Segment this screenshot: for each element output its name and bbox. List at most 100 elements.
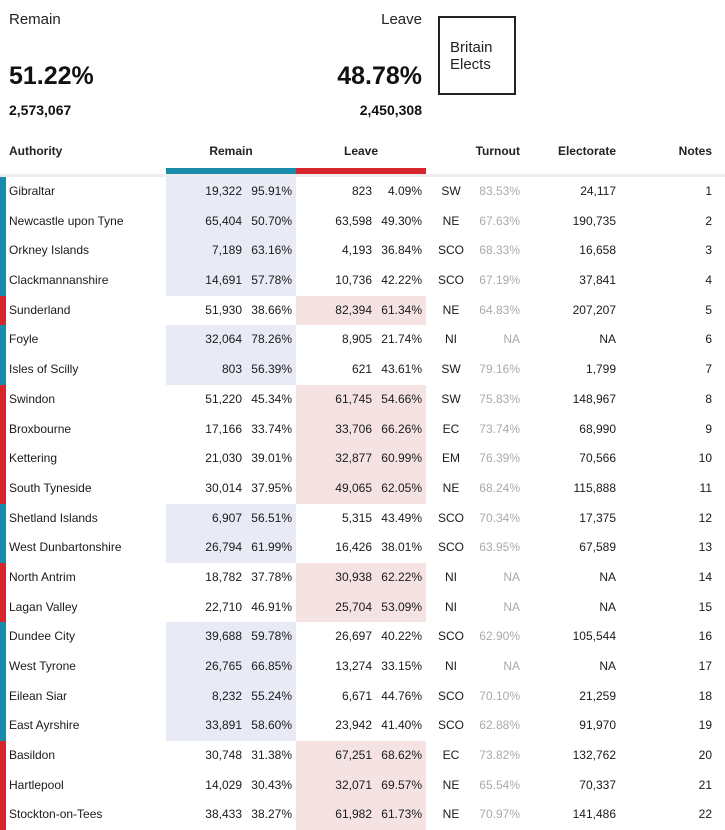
winner-edge-marker bbox=[0, 266, 6, 296]
remain-votes: 33,891 bbox=[205, 718, 242, 733]
electorate-value: 37,841 bbox=[579, 273, 616, 288]
leave-votes: 4,193 bbox=[341, 243, 372, 258]
leave-votes: 63,598 bbox=[335, 213, 372, 228]
remain-votes: 18,782 bbox=[205, 569, 242, 584]
table-row[interactable]: Basildon 30,748 31.38% 67,251 68.62% EC … bbox=[0, 741, 725, 771]
table-row[interactable]: Hartlepool 14,029 30.43% 32,071 69.57% N… bbox=[0, 770, 725, 801]
note-number: 16 bbox=[698, 629, 712, 644]
winner-edge-marker bbox=[0, 770, 6, 801]
note-number: 18 bbox=[698, 688, 712, 703]
remain-percentage: 56.51% bbox=[251, 510, 292, 525]
remain-percentage: 58.60% bbox=[251, 718, 292, 733]
authority-name: East Ayrshire bbox=[9, 718, 80, 733]
turnout-value: NA bbox=[503, 569, 520, 584]
table-row[interactable]: Newcastle upon Tyne 65,404 50.70% 63,598… bbox=[0, 206, 725, 237]
turnout-value: NA bbox=[503, 599, 520, 614]
table-row[interactable]: West Dunbartonshire 26,794 61.99% 16,426… bbox=[0, 533, 725, 563]
table-row[interactable]: Foyle 32,064 78.26% 8,905 21.74% NI NA N… bbox=[0, 325, 725, 356]
remain-percentage: 95.91% bbox=[251, 184, 292, 198]
leave-percentage: 62.22% bbox=[381, 569, 422, 584]
table-row[interactable]: Gibraltar 19,322 95.91% 823 4.09% SW 83.… bbox=[0, 177, 725, 207]
remain-percentage: 50.70% bbox=[251, 213, 292, 228]
column-header-leave[interactable]: Leave bbox=[343, 144, 379, 158]
table-row[interactable]: Stockton-on-Tees 38,433 38.27% 61,982 61… bbox=[0, 800, 725, 830]
electorate-value: 24,117 bbox=[580, 184, 616, 198]
leave-votes: 823 bbox=[351, 184, 372, 198]
table-row[interactable]: Kettering 21,030 39.01% 32,877 60.99% EM… bbox=[0, 444, 725, 474]
winner-edge-marker bbox=[0, 325, 6, 356]
note-number: 9 bbox=[705, 421, 712, 436]
table-row[interactable]: Lagan Valley 22,710 46.91% 25,704 53.09%… bbox=[0, 592, 725, 623]
table-row[interactable]: East Ayrshire 33,891 58.60% 23,942 41.40… bbox=[0, 711, 725, 742]
remain-cell-background bbox=[166, 503, 296, 534]
winner-edge-marker bbox=[0, 681, 6, 712]
authority-name: Broxbourne bbox=[9, 421, 72, 436]
leave-votes: 13,274 bbox=[335, 659, 372, 673]
table-row[interactable]: South Tyneside 30,014 37.95% 49,065 62.0… bbox=[0, 473, 725, 504]
electorate-value: 141,486 bbox=[572, 807, 616, 822]
column-header-authority[interactable]: Authority bbox=[9, 144, 63, 158]
table-row[interactable]: North Antrim 18,782 37.78% 30,938 62.22%… bbox=[0, 562, 725, 593]
remain-cell-background bbox=[166, 236, 296, 267]
remain-cell-background bbox=[166, 325, 296, 356]
remain-percentage: 46.91% bbox=[251, 599, 292, 614]
remain-votes: 8,232 bbox=[211, 688, 242, 703]
remain-cell-background bbox=[166, 206, 296, 237]
turnout-value: 63.95% bbox=[479, 540, 520, 555]
authority-name: South Tyneside bbox=[9, 480, 92, 495]
region-code: NI bbox=[445, 659, 457, 673]
region-code: SW bbox=[441, 362, 461, 377]
header-divider bbox=[0, 174, 725, 177]
winner-edge-marker bbox=[0, 652, 6, 682]
table-row[interactable]: Dundee City 39,688 59.78% 26,697 40.22% … bbox=[0, 622, 725, 652]
turnout-value: 67.63% bbox=[479, 213, 520, 228]
column-header-turnout[interactable]: Turnout bbox=[475, 144, 520, 158]
turnout-value: 70.97% bbox=[479, 807, 520, 822]
winner-edge-marker bbox=[0, 295, 6, 326]
leave-votes: 61,982 bbox=[335, 807, 372, 822]
table-row[interactable]: West Tyrone 26,765 66.85% 13,274 33.15% … bbox=[0, 652, 725, 682]
column-header-remain[interactable]: Remain bbox=[209, 144, 253, 158]
leave-percentage: 42.22% bbox=[381, 273, 422, 288]
authority-name: Eilean Siar bbox=[9, 688, 68, 703]
electorate-value: 190,735 bbox=[572, 213, 616, 228]
turnout-value: 75.83% bbox=[479, 391, 520, 406]
remain-summary-percentage: 51.22% bbox=[9, 62, 94, 90]
note-number: 3 bbox=[705, 243, 712, 258]
electorate-value: NA bbox=[599, 332, 616, 347]
region-code: SCO bbox=[437, 540, 464, 555]
leave-percentage: 53.09% bbox=[381, 599, 422, 614]
table-row[interactable]: Clackmannanshire 14,691 57.78% 10,736 42… bbox=[0, 266, 725, 296]
britain-elects-logo[interactable]: Britain Elects bbox=[438, 16, 516, 95]
remain-percentage: 61.99% bbox=[251, 540, 292, 555]
leave-votes: 8,905 bbox=[341, 332, 372, 347]
winner-edge-marker bbox=[0, 562, 6, 593]
table-row[interactable]: Swindon 51,220 45.34% 61,745 54.66% SW 7… bbox=[0, 384, 725, 415]
authority-name: Stockton-on-Tees bbox=[9, 807, 103, 822]
leave-summary-percentage: 48.78% bbox=[337, 62, 422, 90]
turnout-value: 73.82% bbox=[479, 748, 520, 763]
leave-cell-background bbox=[296, 770, 426, 801]
table-row[interactable]: Sunderland 51,930 38.66% 82,394 61.34% N… bbox=[0, 295, 725, 326]
table-row[interactable]: Eilean Siar 8,232 55.24% 6,671 44.76% SC… bbox=[0, 681, 725, 712]
column-header-notes[interactable]: Notes bbox=[678, 144, 712, 158]
remain-votes: 26,765 bbox=[205, 659, 242, 673]
region-code: SCO bbox=[437, 243, 464, 258]
table-row[interactable]: Shetland Islands 6,907 56.51% 5,315 43.4… bbox=[0, 503, 725, 534]
remain-votes: 38,433 bbox=[205, 807, 242, 822]
leave-votes: 10,736 bbox=[335, 273, 372, 288]
authority-name: North Antrim bbox=[9, 569, 76, 584]
authority-name: West Dunbartonshire bbox=[9, 540, 122, 555]
remain-percentage: 39.01% bbox=[251, 451, 292, 466]
table-row[interactable]: Orkney Islands 7,189 63.16% 4,193 36.84%… bbox=[0, 236, 725, 267]
table-row[interactable]: Isles of Scilly 803 56.39% 621 43.61% SW… bbox=[0, 355, 725, 385]
remain-percentage: 59.78% bbox=[251, 629, 292, 644]
leave-percentage: 54.66% bbox=[381, 391, 422, 406]
column-header-electorate[interactable]: Electorate bbox=[557, 144, 616, 158]
table-row[interactable]: Broxbourne 17,166 33.74% 33,706 66.26% E… bbox=[0, 414, 725, 445]
remain-percentage: 37.95% bbox=[251, 480, 292, 495]
leave-votes: 49,065 bbox=[335, 480, 372, 495]
turnout-value: 62.90% bbox=[479, 629, 520, 644]
leave-percentage: 40.22% bbox=[381, 629, 422, 644]
region-code: EM bbox=[442, 451, 460, 466]
